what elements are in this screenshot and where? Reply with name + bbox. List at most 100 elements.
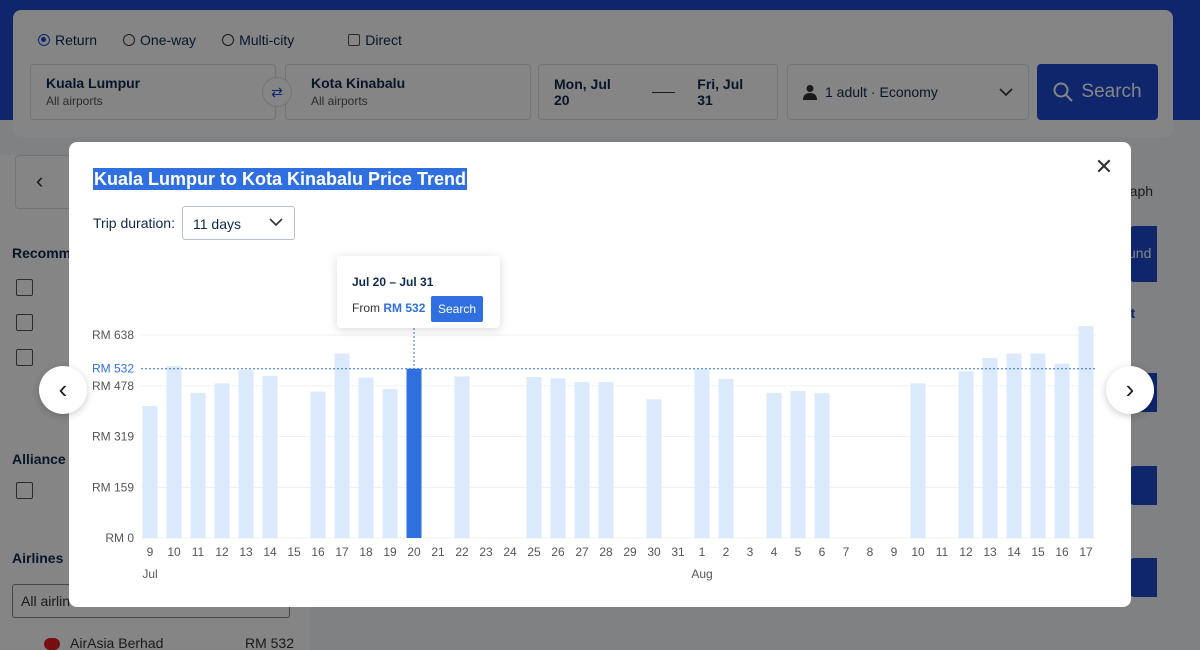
x-tick-label: 17 bbox=[1079, 545, 1093, 559]
x-tick-label: 24 bbox=[503, 545, 517, 559]
close-icon[interactable]: ✕ bbox=[1094, 154, 1114, 179]
price-tooltip: Jul 20 – Jul 31 From RM 532 Search bbox=[337, 256, 500, 328]
alliance-checkbox[interactable] bbox=[16, 482, 33, 499]
bar[interactable] bbox=[214, 383, 230, 538]
x-tick-label: 10 bbox=[167, 545, 181, 559]
trip-duration-value: 11 days bbox=[193, 216, 241, 232]
airline-row[interactable]: AirAsia Berhad RM 532 bbox=[44, 635, 294, 650]
filter-checkbox[interactable] bbox=[16, 349, 33, 366]
x-tick-label: 7 bbox=[843, 545, 850, 559]
chevron-left-icon[interactable]: ‹ bbox=[39, 366, 87, 414]
x-tick-label: 12 bbox=[959, 545, 973, 559]
bar[interactable] bbox=[718, 378, 734, 538]
bar[interactable] bbox=[1078, 326, 1094, 538]
recommended-heading: Recomme bbox=[12, 245, 79, 261]
x-tick-label: 21 bbox=[431, 545, 445, 559]
x-tick-label: 4 bbox=[771, 545, 778, 559]
bar-selected[interactable] bbox=[406, 368, 422, 538]
tooltip-search-button[interactable]: Search bbox=[431, 296, 483, 322]
to-field[interactable]: Kota Kinabalu All airports bbox=[285, 64, 531, 120]
search-button[interactable]: Search bbox=[1037, 64, 1158, 120]
bar[interactable] bbox=[1006, 353, 1022, 538]
result-select-button[interactable] bbox=[1130, 558, 1157, 597]
bar[interactable] bbox=[790, 391, 806, 538]
bar[interactable] bbox=[358, 377, 374, 538]
bar[interactable] bbox=[238, 370, 254, 538]
x-tick-label: 10 bbox=[911, 545, 925, 559]
x-tick-label: 3 bbox=[747, 545, 754, 559]
swap-icon[interactable]: ⇄ bbox=[262, 77, 292, 107]
bar[interactable] bbox=[526, 377, 542, 538]
reference-label: RM 532 bbox=[92, 362, 134, 376]
bar[interactable] bbox=[694, 369, 710, 538]
bar[interactable] bbox=[550, 378, 566, 538]
x-tick-label: 19 bbox=[383, 545, 397, 559]
x-tick-label: 18 bbox=[359, 545, 373, 559]
airline-name: AirAsia Berhad bbox=[70, 635, 164, 650]
bar[interactable] bbox=[262, 375, 278, 538]
bar[interactable] bbox=[310, 391, 326, 538]
result-select-button[interactable] bbox=[1130, 466, 1157, 505]
filter-checkbox[interactable] bbox=[16, 279, 33, 296]
bar[interactable] bbox=[334, 353, 350, 538]
trip-type-one-way[interactable]: One-way bbox=[123, 32, 196, 48]
to-airports: All airports bbox=[311, 94, 368, 108]
trip-duration-select[interactable]: 11 days bbox=[182, 206, 295, 240]
date-separator bbox=[651, 91, 676, 93]
x-tick-label: 20 bbox=[407, 545, 421, 559]
tooltip-price: RM 532 bbox=[383, 301, 426, 315]
bar[interactable] bbox=[142, 405, 158, 538]
x-tick-label: 22 bbox=[455, 545, 469, 559]
x-tick-label: 11 bbox=[936, 545, 949, 559]
bar[interactable] bbox=[190, 392, 206, 538]
passenger-value: 1 adult · Economy bbox=[825, 84, 938, 100]
chevron-right-icon[interactable]: › bbox=[1106, 366, 1154, 414]
x-tick-label: 26 bbox=[551, 545, 565, 559]
search-panel: Return One-way Multi-city Direct Kuala L… bbox=[13, 10, 1173, 137]
person-icon bbox=[803, 85, 817, 100]
bar[interactable] bbox=[1030, 353, 1046, 538]
bar[interactable] bbox=[646, 399, 662, 538]
trip-type-return[interactable]: Return bbox=[38, 32, 97, 48]
x-tick-label: 23 bbox=[479, 545, 493, 559]
x-tick-label: 27 bbox=[575, 545, 589, 559]
chevron-left-icon: ‹ bbox=[36, 168, 44, 193]
bar[interactable] bbox=[982, 357, 998, 538]
from-city: Kuala Lumpur bbox=[46, 75, 141, 91]
radio-selected-icon bbox=[38, 34, 50, 46]
from-field[interactable]: Kuala Lumpur All airports bbox=[30, 64, 276, 120]
bar[interactable] bbox=[814, 393, 830, 538]
bar[interactable] bbox=[574, 382, 590, 538]
radio-icon bbox=[222, 34, 235, 46]
bar[interactable] bbox=[598, 382, 614, 538]
to-city: Kota Kinabalu bbox=[311, 75, 406, 91]
modal-title: Kuala Lumpur to Kota Kinabalu Price Tren… bbox=[93, 168, 468, 190]
bar[interactable] bbox=[910, 383, 926, 538]
x-tick-label: 12 bbox=[215, 545, 229, 559]
date-field[interactable]: Mon, Jul 20 Fri, Jul 31 bbox=[538, 64, 778, 120]
x-tick-label: 28 bbox=[599, 545, 613, 559]
y-tick-label: RM 159 bbox=[92, 480, 134, 494]
month-label: Jul bbox=[142, 567, 157, 581]
passenger-field[interactable]: 1 adult · Economy bbox=[787, 64, 1029, 120]
month-label: Aug bbox=[691, 567, 712, 581]
bar[interactable] bbox=[766, 392, 782, 538]
x-tick-label: 1 bbox=[699, 545, 706, 559]
trip-type-options: Return One-way Multi-city Direct bbox=[38, 32, 402, 48]
bar[interactable] bbox=[166, 366, 182, 538]
filter-checkbox[interactable] bbox=[16, 314, 33, 331]
tooltip-dates: Jul 20 – Jul 31 bbox=[352, 275, 434, 289]
trip-type-multi-city[interactable]: Multi-city bbox=[222, 32, 294, 48]
bar[interactable] bbox=[958, 371, 974, 538]
x-tick-label: 17 bbox=[335, 545, 349, 559]
round-trip-tab[interactable] bbox=[1130, 226, 1157, 282]
bar[interactable] bbox=[454, 376, 470, 538]
return-date: Fri, Jul 31 bbox=[697, 76, 744, 108]
bar[interactable] bbox=[1054, 363, 1070, 538]
graph-toggle[interactable]: raph bbox=[1125, 183, 1154, 199]
bar[interactable] bbox=[382, 389, 398, 538]
chevron-down-icon bbox=[269, 218, 283, 227]
x-tick-label: 25 bbox=[527, 545, 541, 559]
x-tick-label: 2 bbox=[723, 545, 730, 559]
direct-checkbox[interactable]: Direct bbox=[348, 32, 402, 48]
